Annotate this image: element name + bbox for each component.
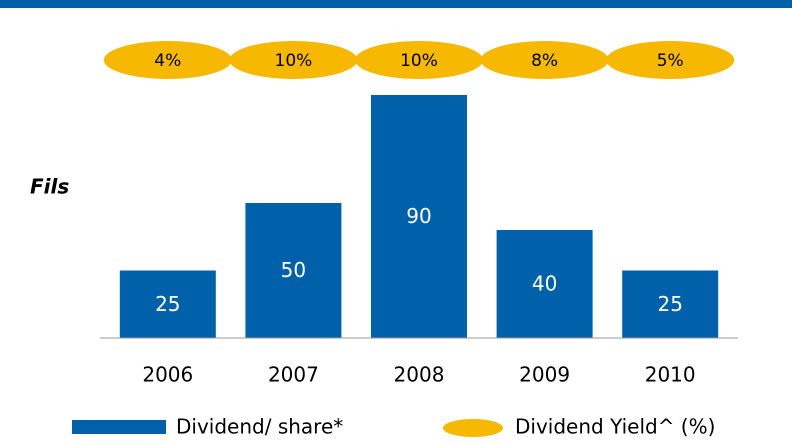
legend-label: Dividend/ share* bbox=[176, 415, 343, 439]
yield-label: 8% bbox=[531, 51, 558, 71]
yield-label: 4% bbox=[154, 51, 181, 71]
bar bbox=[622, 270, 719, 338]
yield-ellipse bbox=[480, 41, 609, 79]
x-tick-label: 2007 bbox=[268, 363, 319, 387]
yield-label: 10% bbox=[400, 51, 438, 71]
yield-ellipse bbox=[103, 41, 232, 79]
yield-ellipse bbox=[355, 41, 483, 79]
legend-swatch bbox=[443, 419, 503, 437]
y-axis-label: Fils bbox=[30, 175, 69, 199]
bar bbox=[245, 203, 342, 338]
bar bbox=[119, 270, 216, 338]
bar-value-label: 25 bbox=[155, 292, 180, 316]
x-tick-label: 2008 bbox=[394, 363, 445, 387]
bar-value-label: 90 bbox=[406, 204, 431, 228]
bar-value-label: 50 bbox=[281, 258, 306, 282]
x-tick-label: 2009 bbox=[519, 363, 570, 387]
legend-swatch bbox=[72, 420, 166, 434]
yield-label: 5% bbox=[657, 51, 684, 71]
legend-label: Dividend Yield^ (%) bbox=[515, 415, 715, 439]
top-band bbox=[0, 0, 792, 8]
bar-value-label: 40 bbox=[532, 272, 557, 296]
yield-ellipse bbox=[606, 41, 735, 79]
yield-label: 10% bbox=[275, 51, 313, 71]
bar bbox=[496, 230, 593, 338]
yield-ellipse bbox=[229, 41, 358, 79]
bar bbox=[371, 95, 467, 338]
bar-value-label: 25 bbox=[657, 292, 682, 316]
x-tick-label: 2010 bbox=[645, 363, 696, 387]
x-tick-label: 2006 bbox=[142, 363, 193, 387]
